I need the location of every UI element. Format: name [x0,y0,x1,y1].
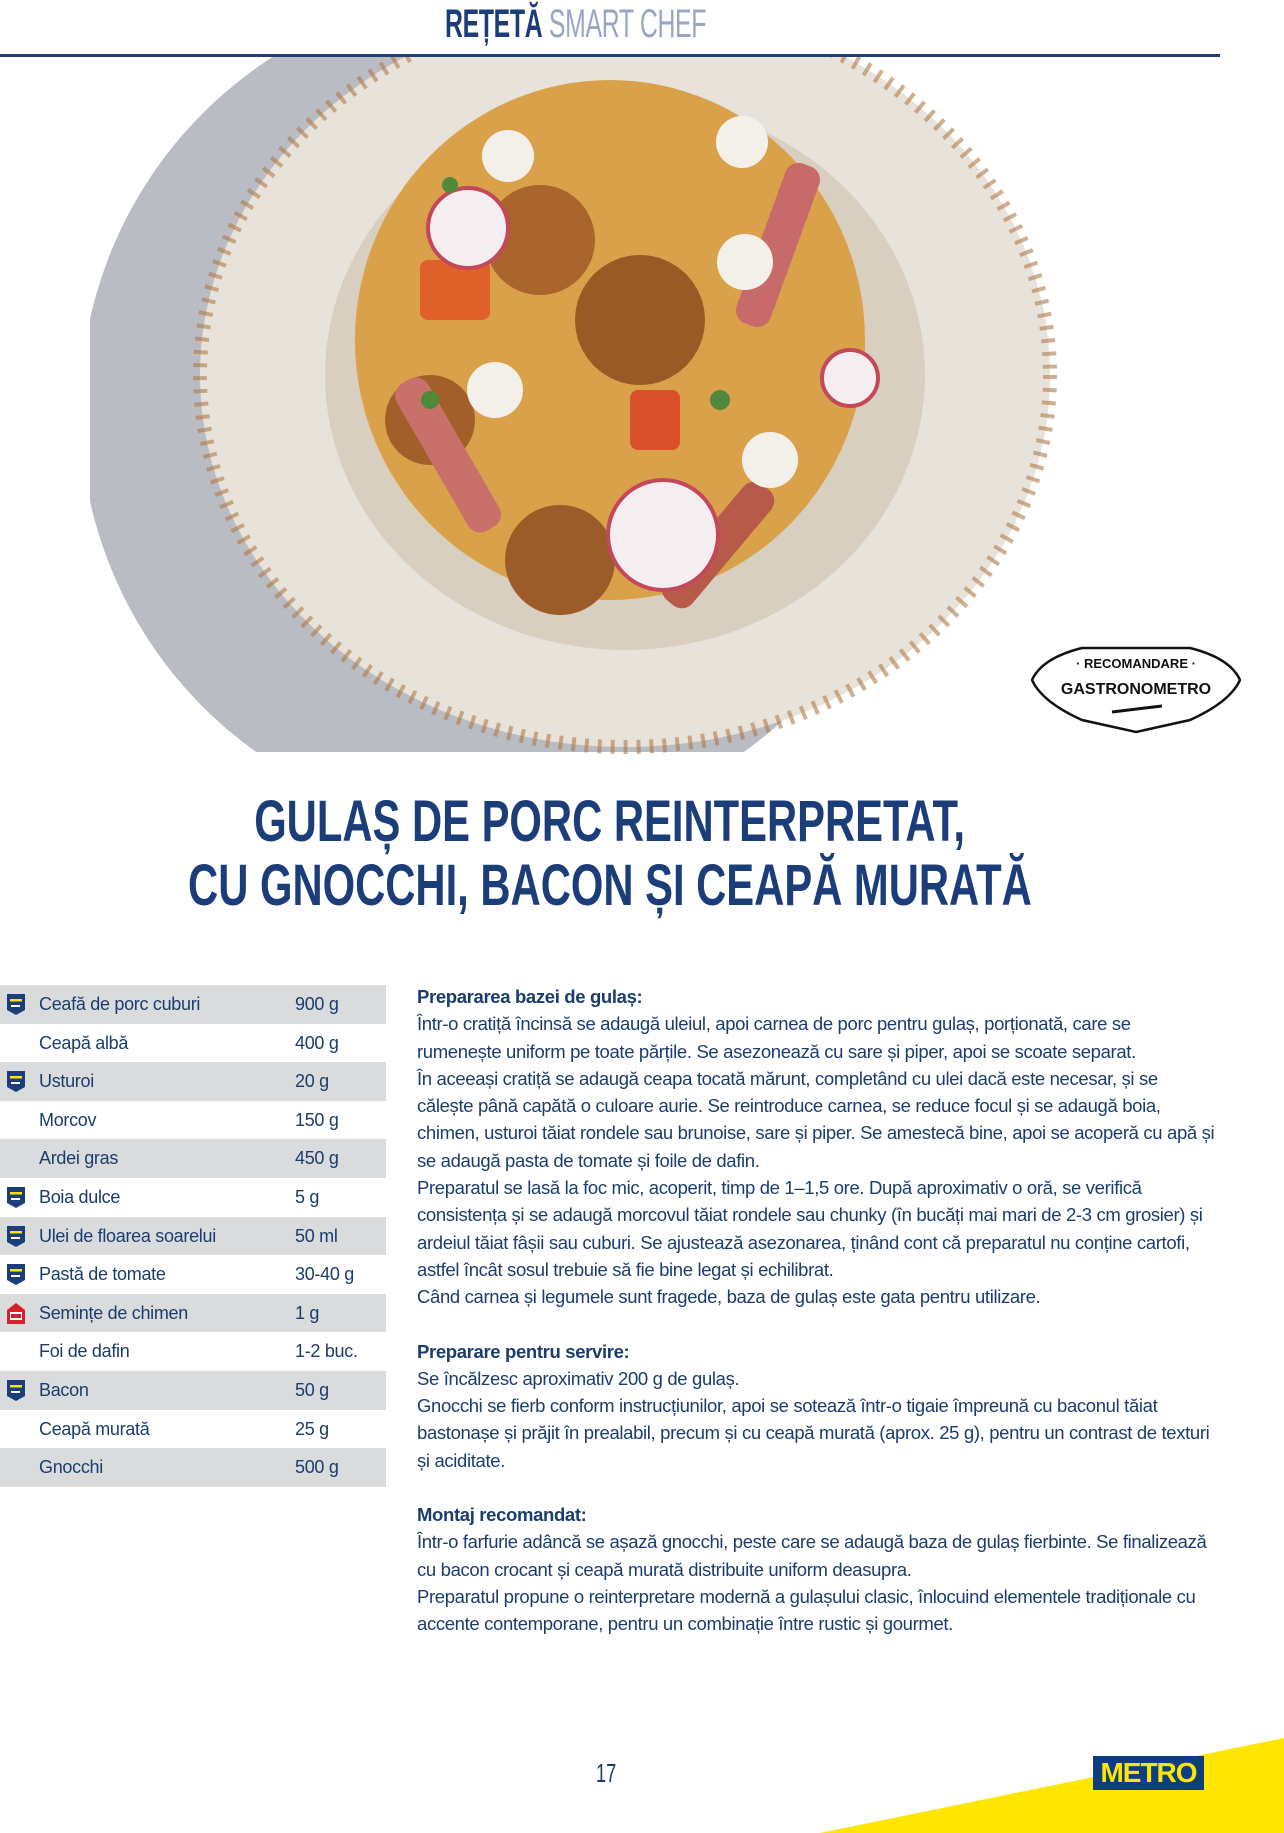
ingredient-quantity: 20 g [295,1071,329,1092]
ingredient-row: Ardei gras 450 g [0,1139,386,1178]
svg-text:· RECOMANDARE ·: · RECOMANDARE · [1076,656,1196,671]
ingredient-row: Ceafă de porc cuburi 900 g [0,985,386,1024]
metro-chef-icon [7,1071,25,1093]
ingredient-name: Ceapă murată [39,1418,150,1439]
instruction-paragraph: Se încălzesc aproximativ 200 g de gulaș. [417,1367,740,1389]
ingredient-row: Boia dulce 5 g [0,1178,386,1217]
ingredient-quantity: 5 g [295,1186,320,1207]
red-house-brand-icon [7,1302,25,1324]
ingredient-row: Gnocchi 500 g [0,1448,386,1487]
header-title-primary: REȚETĂ [445,2,543,46]
recipe-title: GULAȘ DE PORC REINTERPRETAT, CU GNOCCHI,… [0,790,1220,918]
ingredient-name: Morcov [39,1109,97,1130]
ingredient-name: Ardei gras [39,1148,119,1169]
svg-text:GASTRONOMETRO: GASTRONOMETRO [1061,681,1211,698]
header-rule [0,54,1220,57]
instruction-paragraph: Gnocchi se fierb conform instrucțiunilor… [417,1395,1210,1471]
ingredient-quantity: 50 ml [295,1225,338,1246]
page-number: 17 [596,1758,617,1788]
ingredient-quantity: 25 g [295,1418,329,1439]
ingredient-quantity: 400 g [295,1032,339,1053]
ingredient-quantity: 450 g [295,1148,339,1169]
ingredient-quantity: 900 g [295,994,339,1014]
metro-chef-icon [7,1225,25,1247]
ingredient-row: Ceapă murată 25 g [0,1410,386,1449]
ingredient-name: Foi de dafin [39,1341,130,1362]
metro-logo: METRO [1093,1756,1204,1790]
ingredient-name: Boia dulce [39,1186,121,1207]
instruction-paragraph: Când carnea și legumele sunt fragede, ba… [417,1286,1041,1308]
instruction-paragraph: Preparatul se lasă la foc mic, acoperit,… [417,1177,1203,1280]
ingredient-row: Semințe de chimen 1 g [0,1293,386,1333]
instructions: Prepararea bazei de gulaș: Într-o cratiță… [417,983,1217,1665]
ingredient-quantity: 1 g [295,1302,320,1323]
ingredient-row: Pastă de tomate 30-40 g [0,1255,386,1294]
section-heading: Prepararea bazei de gulaș: [417,986,643,1007]
recipe-title-line-2: CU GNOCCHI, BACON ȘI CEAPĂ MURATĂ [188,853,1032,918]
section-header: REȚETĂ SMART CHEF [445,2,706,47]
ingredient-name: Ulei de floarea soarelui [39,1225,216,1246]
ingredient-row: Bacon 50 g [0,1370,386,1410]
instruction-paragraph: Preparatul propune o reinterpretare mode… [417,1585,1196,1635]
dish-photo [0,57,1284,757]
instruction-section: Montaj recomandat: Într-o farfurie adâncă… [417,1501,1217,1637]
ingredient-name: Bacon [39,1379,89,1400]
instruction-paragraph: În aceeași cratiță se adaugă ceapa tocat… [417,1067,1215,1171]
ingredient-name: Pastă de tomate [39,1264,166,1285]
ingredient-quantity: 30-40 g [295,1264,354,1285]
ingredient-quantity: 1-2 buc. [295,1341,358,1362]
ingredient-row: Foi de dafin 1-2 buc. [0,1332,386,1371]
instruction-paragraph: Într-o farfurie adâncă se așază gnocchi,… [417,1531,1207,1580]
ingredient-name: Gnocchi [39,1457,103,1478]
ingredient-name: Ceapă albă [39,1032,129,1053]
ingredient-row: Morcov 150 g [0,1101,386,1140]
ingredient-name: Semințe de chimen [39,1302,188,1323]
ingredient-name: Usturoi [39,1071,94,1092]
instruction-section: Prepararea bazei de gulaș: Într-o cratiță… [417,983,1217,1311]
metro-chef-icon [7,1186,25,1208]
ingredient-quantity: 500 g [295,1457,339,1478]
ingredients-table: Ceafă de porc cuburi 900 g Ceapă albă 400 g… [0,985,386,1487]
metro-chef-icon [7,1379,25,1401]
gastronometro-badge: · RECOMANDARE · GASTRONOMETRO [1030,646,1242,734]
ingredient-row: Ceapă albă 400 g [0,1024,386,1063]
instruction-paragraph: Într-o cratiță încinsă se adaugă uleiul,… [417,1013,1136,1062]
recipe-title-line-1: GULAȘ DE PORC REINTERPRETAT, [254,789,966,854]
header-title-secondary: SMART CHEF [548,2,707,46]
section-heading: Montaj recomandat: [417,1504,587,1526]
section-heading: Preparare pentru servire: [417,1340,630,1362]
metro-chef-icon [7,994,25,1015]
ingredient-row: Usturoi 20 g [0,1062,386,1101]
instruction-section: Preparare pentru servire: Se încălzesc ap… [417,1338,1217,1474]
ingredient-quantity: 50 g [295,1379,329,1400]
ingredient-name: Ceafă de porc cuburi [39,994,201,1014]
metro-chef-icon [7,1264,25,1286]
ingredient-row: Ulei de floarea soarelui 50 ml [0,1216,386,1256]
ingredient-quantity: 150 g [295,1109,339,1130]
